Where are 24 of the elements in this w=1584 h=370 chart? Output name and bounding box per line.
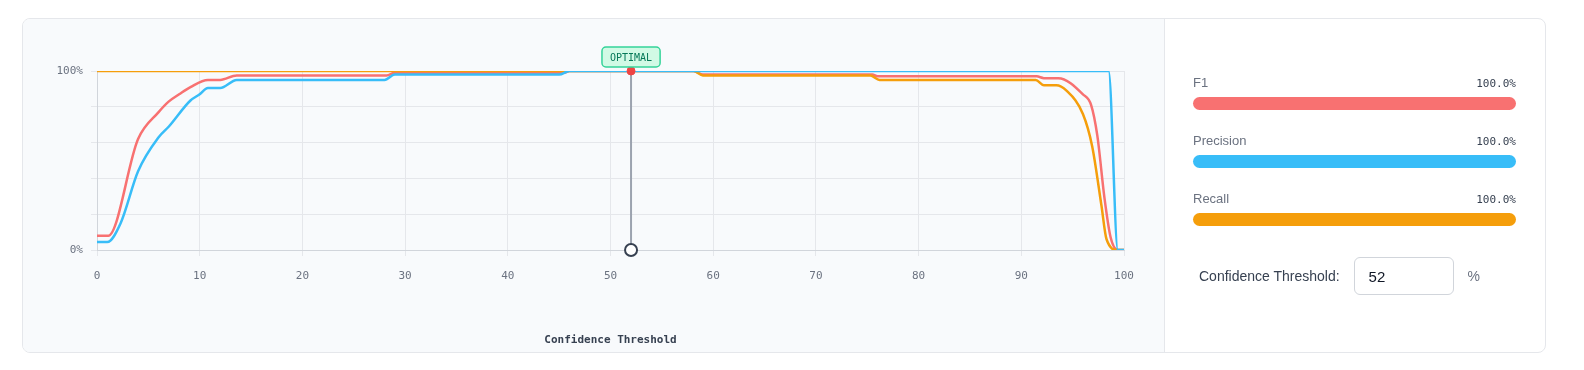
x-tick-label: 80	[911, 269, 926, 283]
y-tick-label: 0%	[69, 242, 84, 256]
x-tick-label: 100	[1114, 269, 1134, 283]
x-tick-label: 90	[1014, 269, 1028, 283]
ref-line-label: OPTIMAL	[609, 51, 653, 63]
text: Confidence Threshold:	[1199, 268, 1340, 284]
threshold-field: 52	[1353, 257, 1454, 295]
text: 100.0%	[1476, 77, 1516, 90]
x-tick-label: 40	[501, 269, 515, 283]
x-tick-label: 70	[809, 269, 823, 283]
x-tick-label: 50	[603, 269, 618, 283]
x-tick-label: 30	[398, 269, 412, 283]
y-tick-label: 100%	[56, 63, 84, 77]
text: F1	[1193, 75, 1209, 90]
text: 100.0%	[1476, 193, 1516, 206]
text: Recall	[1193, 191, 1230, 206]
text: %	[1467, 268, 1481, 284]
text: Precision	[1193, 133, 1247, 148]
x-tick-label: 60	[706, 269, 720, 283]
x-axis-title: Confidence Threshold	[544, 333, 677, 347]
x-tick-label: 0	[93, 269, 101, 283]
x-tick-label: 10	[193, 269, 207, 283]
text: 100.0%	[1476, 135, 1516, 148]
x-tick-label: 20	[295, 269, 310, 283]
